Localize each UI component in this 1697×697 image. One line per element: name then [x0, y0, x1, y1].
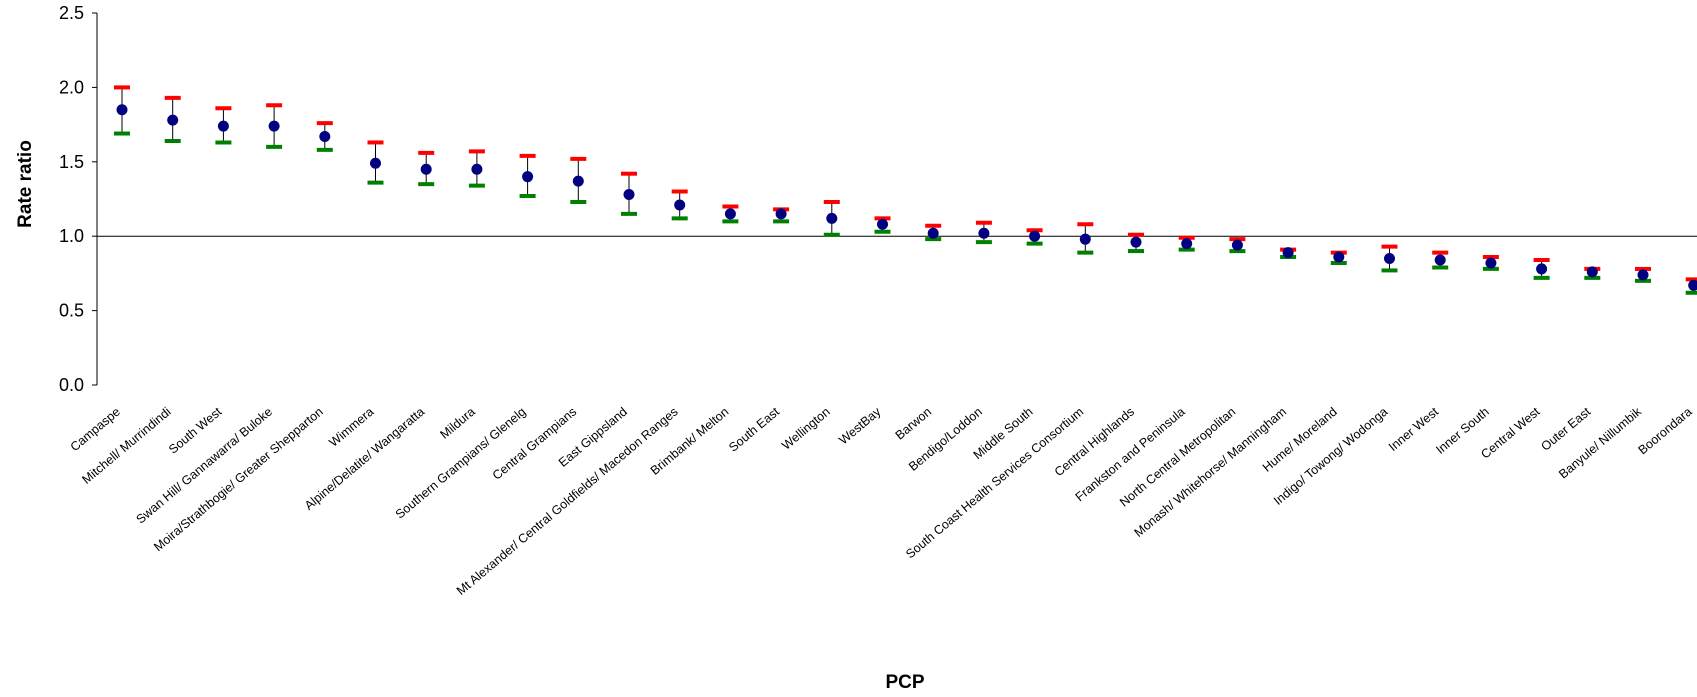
data-point [1282, 247, 1294, 259]
data-point [877, 218, 888, 230]
x-tick-label: Wimmera [326, 405, 376, 450]
x-tick-label: Barwon [893, 405, 935, 443]
y-tick-label: 0.5 [59, 301, 84, 321]
x-tick-label: Mitchell/ Murrindindi [79, 405, 173, 487]
y-axis-title: Rate ratio [15, 140, 36, 228]
x-tick-label: WestBay [836, 404, 884, 447]
data-point [978, 227, 990, 239]
data-point [1384, 253, 1395, 265]
x-tick-label: South East [726, 404, 782, 454]
data-point [116, 104, 128, 116]
data-point [471, 163, 483, 175]
data-point [1029, 230, 1041, 242]
data-point [572, 175, 584, 187]
data-point [1231, 239, 1243, 251]
y-tick-label: 2.5 [59, 3, 84, 23]
data-point [319, 131, 331, 143]
marks [114, 85, 1697, 295]
data-point [1688, 279, 1697, 291]
data-point [1130, 236, 1142, 248]
data-point [1536, 263, 1548, 275]
data-point [1586, 266, 1598, 278]
data-point [775, 208, 787, 220]
x-tick-label: Boorondara [1636, 405, 1695, 458]
data-point [927, 227, 939, 239]
x-tick-label: Wellington [779, 405, 833, 453]
data-point [1333, 251, 1345, 263]
data-point [674, 199, 686, 211]
data-point [370, 157, 381, 169]
y-tick-label: 2.0 [59, 77, 84, 97]
data-point [1181, 238, 1193, 250]
data-point [623, 189, 635, 201]
x-tick-label: Mildura [437, 405, 477, 442]
y-tick-label: 1.0 [59, 226, 84, 246]
data-point [1434, 254, 1446, 266]
axes: 0.0 0.5 1.0 1.5 2.0 2.5 [59, 3, 1697, 395]
data-point [217, 120, 229, 132]
data-point [1079, 233, 1091, 245]
y-tick-label: 0.0 [59, 375, 84, 395]
data-point [1485, 257, 1497, 269]
data-point [167, 114, 179, 126]
data-point [826, 212, 838, 224]
x-tick-label: Banyule/ Nillumbik [1556, 404, 1644, 481]
x-axis-title: PCP [885, 672, 924, 693]
y-tick-label: 1.5 [59, 152, 84, 172]
data-point [724, 208, 736, 220]
x-tick-label: Central Grampians [490, 405, 579, 483]
data-point [522, 171, 534, 183]
data-point [268, 120, 280, 132]
x-tick-label: South Coast Health Services Consortium [903, 405, 1086, 562]
data-point [1637, 269, 1649, 281]
data-point [420, 163, 432, 175]
